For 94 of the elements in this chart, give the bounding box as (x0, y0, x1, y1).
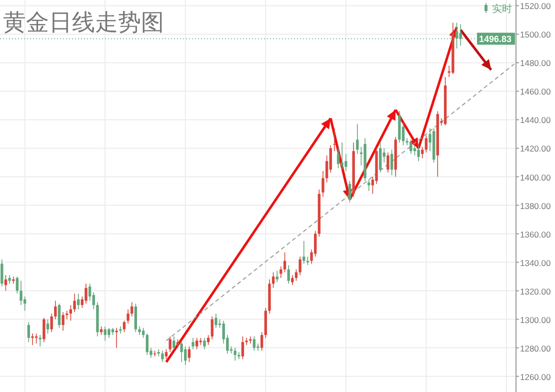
candlestick (378, 142, 382, 173)
candlestick (134, 303, 138, 333)
candlestick (348, 180, 352, 203)
candlestick (210, 316, 214, 340)
legend-label: 实时 (492, 3, 512, 15)
candlestick (12, 276, 15, 284)
candlestick (390, 149, 394, 176)
candlestick (455, 22, 458, 49)
candlestick (234, 347, 236, 362)
y-tick-label: 1500.00 (520, 30, 551, 40)
y-tick-label: 1340.00 (520, 258, 551, 268)
candlestick (161, 350, 164, 362)
y-tick-label: 1280.00 (520, 343, 551, 354)
ref-line-label: 1496.83 (479, 34, 512, 44)
candlestick (417, 144, 420, 162)
candlestick (260, 332, 264, 352)
candlestick (322, 170, 324, 198)
candlestick (287, 264, 290, 284)
candlestick (238, 352, 240, 360)
candlestick (333, 128, 336, 152)
candlestick (406, 138, 408, 146)
candlestick (58, 303, 61, 328)
candlestick (280, 266, 282, 278)
candlestick (344, 154, 348, 172)
candlestick (73, 293, 76, 313)
y-tick-label: 1260.00 (520, 372, 551, 382)
candlestick (413, 144, 416, 156)
candlestick (108, 327, 110, 338)
candlestick (276, 270, 278, 283)
candlestick (172, 336, 176, 350)
candlestick (77, 293, 80, 310)
candlestick (302, 240, 306, 264)
candlestick (126, 308, 130, 324)
candlestick (356, 124, 359, 154)
candlestick (88, 283, 92, 302)
y-tick-label: 1400.00 (520, 172, 551, 182)
candlestick (283, 252, 286, 273)
candlestick (50, 313, 53, 333)
candlestick (31, 333, 34, 346)
candlestick (298, 256, 302, 276)
candlestick (188, 346, 191, 362)
candlestick (272, 272, 275, 288)
candlestick (196, 337, 198, 350)
candlestick (130, 302, 134, 317)
candlestick (164, 348, 168, 360)
legend: 实时 (484, 2, 512, 15)
candlestick (340, 142, 344, 170)
candlestick (241, 336, 244, 360)
candlestick (368, 179, 370, 192)
candlestick (42, 317, 46, 343)
candlestick (184, 346, 187, 366)
chart-title: 黄金日线走势图 (3, 9, 164, 35)
candlestick (214, 313, 218, 328)
y-tick-label: 1460.00 (520, 86, 551, 97)
candlestick (203, 337, 206, 350)
candlestick (66, 310, 68, 320)
candlestick (424, 135, 428, 153)
y-tick-label: 1480.00 (520, 58, 551, 68)
candlestick (180, 340, 183, 362)
candlestick (122, 320, 126, 333)
y-tick-label: 1380.00 (520, 200, 551, 211)
candlestick (459, 24, 462, 46)
candlestick (256, 343, 260, 352)
candlestick (245, 337, 248, 346)
candlestick (386, 152, 390, 173)
y-tick-label: 1300.00 (520, 314, 551, 325)
candlestick (157, 348, 160, 357)
candlestick (192, 337, 194, 350)
candlestick (336, 148, 340, 169)
candlestick (54, 300, 57, 320)
candlestick (410, 139, 412, 154)
candlestick (27, 322, 30, 343)
candlestick (16, 276, 19, 294)
candlestick (20, 280, 22, 306)
candlestick (314, 230, 317, 257)
y-tick-label: 1440.00 (520, 115, 551, 126)
candlestick (4, 274, 8, 292)
candlestick (104, 326, 106, 342)
candlestick (115, 327, 118, 348)
candlestick (62, 312, 64, 332)
candlestick (84, 283, 88, 304)
candlestick (0, 259, 4, 287)
candlestick (142, 327, 145, 338)
candlestick (34, 333, 38, 344)
y-tick-label: 1420.00 (520, 144, 551, 154)
y-tick-label: 1320.00 (520, 286, 551, 296)
candlestick (294, 269, 298, 282)
candlestick (146, 333, 148, 356)
candlestick (46, 318, 50, 334)
candlestick (421, 146, 424, 159)
candlestick (38, 334, 42, 347)
y-tick-label: 1520.00 (520, 1, 551, 12)
candlestick (252, 336, 256, 352)
y-tick-label: 1360.00 (520, 229, 551, 240)
